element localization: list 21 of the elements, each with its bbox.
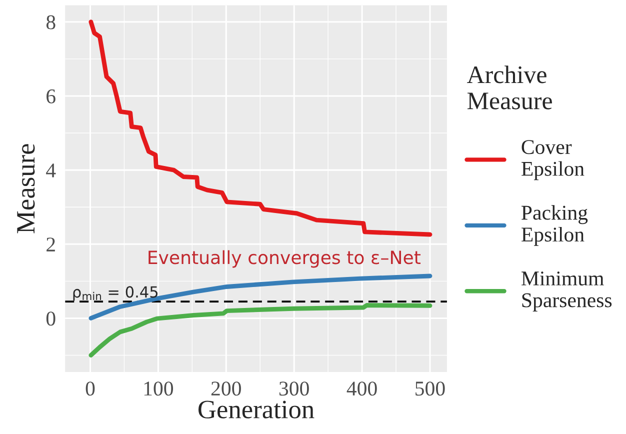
legend-label: Packing Epsilon xyxy=(522,205,588,246)
x-tick-label: 300 xyxy=(279,382,309,396)
ref-line-label: ρ$_{min}$ = 0.45 xyxy=(73,286,158,301)
y-tick-label: 0 xyxy=(46,312,56,326)
y-tick-label: 2 xyxy=(46,238,55,252)
legend-title: Archive Measure xyxy=(467,66,552,110)
y-tick-label: 6 xyxy=(46,89,56,104)
x-tick-label: 400 xyxy=(346,382,377,396)
legend-label: Cover Epsilon xyxy=(522,140,584,180)
x-tick-label: 100 xyxy=(144,382,174,396)
x-tick-label: 200 xyxy=(211,382,241,396)
x-axis-title: Generation xyxy=(198,400,314,418)
line-series xyxy=(88,20,432,237)
x-tick-label: 0 xyxy=(86,382,95,396)
legend-label: Minimum Sparseness xyxy=(522,272,612,312)
x-tick-label: 500 xyxy=(416,382,445,396)
annotation: Eventually converges to ε–Net xyxy=(148,250,421,268)
y-tick-label: 8 xyxy=(46,15,56,30)
y-tick-label: 4 xyxy=(46,164,56,178)
y-axis-title: Measure xyxy=(17,144,35,234)
line-series xyxy=(88,303,432,358)
